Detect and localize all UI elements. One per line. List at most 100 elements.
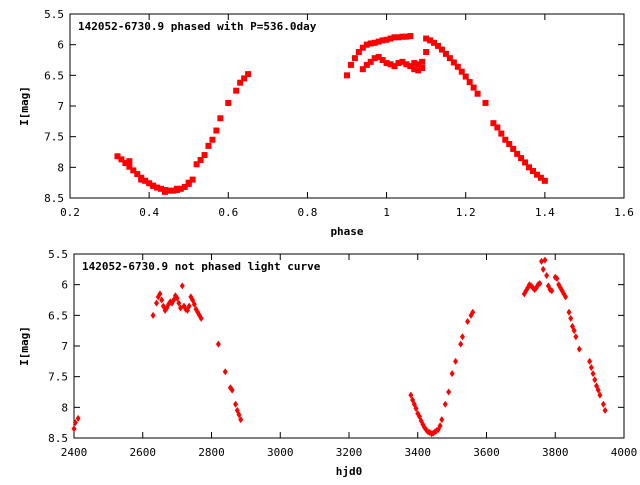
- phased-data-point: [122, 160, 129, 167]
- light-curve-data-point: [215, 340, 221, 348]
- phased-data-point: [387, 35, 394, 42]
- light-curve-data-point: [229, 386, 235, 394]
- phased-data-point: [173, 185, 180, 192]
- phased-data-point: [355, 49, 362, 56]
- phased-data-point: [347, 61, 354, 68]
- phased-ticks: 0.2 0.4 0.6 0.8 1 1.2 1.4 1.6 5.5 6 6.5 7 7.5 8 8.5: [44, 8, 634, 219]
- phased-data-point: [375, 53, 382, 60]
- phased-data-point: [494, 124, 501, 131]
- phased-x-tick-label: 1.4: [535, 206, 555, 219]
- phased-x-tick-label: 1.6: [614, 206, 634, 219]
- phased-data-point: [450, 59, 457, 66]
- phased-data-point: [126, 158, 133, 165]
- phased-data-point: [391, 34, 398, 41]
- light-curve-data-point: [233, 400, 239, 408]
- light-curve-x-tick-label: 4000: [611, 446, 638, 459]
- phased-data-point: [217, 115, 224, 122]
- light-curve-data-point: [236, 411, 242, 419]
- phased-data-point: [419, 64, 426, 71]
- light-curve-data-point: [549, 287, 555, 295]
- light-curve-data-point: [159, 296, 165, 304]
- light-curve-data-point: [72, 419, 78, 427]
- light-curve-data-point: [537, 279, 543, 287]
- light-curve-data-point: [449, 370, 455, 378]
- light-curve-ticks: 2400 2600 2800 3000 3200 3400 3600 3800 4000 5.5 6…: [48, 248, 637, 459]
- phased-data-point: [146, 180, 153, 187]
- light-curve-data-point: [566, 308, 572, 316]
- phased-data-point: [498, 130, 505, 137]
- light-curve-data-point: [198, 314, 204, 322]
- light-curve-data-point: [588, 363, 594, 371]
- phased-x-tick-label: 1.2: [456, 206, 476, 219]
- light-curve-data-point: [238, 416, 244, 424]
- light-curve-data-point: [186, 302, 192, 310]
- light-curve-data-point: [602, 406, 608, 414]
- phased-plot-frame: [69, 13, 625, 199]
- phased-data-point: [470, 84, 477, 91]
- light-curve-data-point: [573, 333, 579, 341]
- phased-data-point: [403, 61, 410, 68]
- phased-x-tick-label: 1: [383, 206, 390, 219]
- phased-data-point: [438, 46, 445, 53]
- phased-y-tick-label: 6.5: [44, 69, 64, 82]
- light-curve-y-tick-label: 6.5: [48, 309, 68, 322]
- light-curve-x-tick-label: 3600: [473, 446, 500, 459]
- light-curve-data-point: [595, 386, 601, 394]
- phased-data-point: [375, 38, 382, 45]
- phased-data-point: [466, 79, 473, 86]
- light-curve-data-point: [592, 376, 598, 384]
- phased-data-point: [367, 58, 374, 65]
- light-curve-data-point: [465, 317, 471, 325]
- light-curve-panel: 142052-6730.9 not phased light curve I[m…: [18, 248, 637, 478]
- light-curve-data-point: [470, 308, 476, 316]
- light-curve-data-point: [590, 370, 596, 378]
- phased-data-point: [502, 136, 509, 143]
- phased-data-point: [185, 179, 192, 186]
- phased-data-point: [367, 40, 374, 47]
- light-curve-data-point: [540, 265, 546, 273]
- phased-data-point: [407, 63, 414, 70]
- phased-y-tick-label: 7.5: [44, 131, 64, 144]
- light-curve-y-axis-label: I[mag]: [18, 326, 31, 366]
- light-curve-data-point: [71, 425, 77, 433]
- phased-data-point: [363, 41, 370, 48]
- phased-data-point: [462, 73, 469, 80]
- phased-y-tick-label: 7: [57, 100, 64, 113]
- phased-data-point: [533, 171, 540, 178]
- light-curve-y-tick-label: 8: [61, 401, 68, 414]
- phased-data-point: [363, 61, 370, 68]
- light-curve-y-tick-label: 5.5: [48, 248, 68, 261]
- light-curve-data-point: [157, 290, 163, 298]
- light-curve-x-tick-label: 3200: [336, 446, 363, 459]
- phased-data-point: [237, 79, 244, 86]
- light-curve-x-tick-label: 2400: [61, 446, 88, 459]
- phased-data-point: [379, 37, 386, 44]
- phased-x-tick-label: 0.8: [297, 206, 317, 219]
- phased-data-point: [395, 60, 402, 67]
- light-curve-data-point: [442, 400, 448, 408]
- phased-data-point: [161, 188, 168, 195]
- light-curve-data-point: [563, 293, 569, 301]
- phased-data-point: [399, 33, 406, 40]
- phased-data-point: [415, 67, 422, 74]
- light-curve-data-point: [544, 271, 550, 279]
- light-curve-data-point: [179, 282, 185, 290]
- phased-data-point: [529, 168, 536, 175]
- phased-data-point: [359, 66, 366, 73]
- phased-data-point: [510, 145, 517, 152]
- phased-data-point: [138, 176, 145, 183]
- light-curve-data-point: [150, 311, 156, 319]
- light-curve-y-tick-label: 6: [61, 279, 68, 292]
- phased-data-point: [442, 50, 449, 57]
- phased-data-point: [154, 184, 161, 191]
- phased-y-tick-label: 8: [57, 161, 64, 174]
- light-curve-data-point: [176, 299, 182, 307]
- light-curve-data-point: [191, 300, 197, 308]
- phased-data-point: [506, 141, 513, 148]
- phased-data-point: [225, 99, 232, 106]
- phased-y-tick-label: 8.5: [44, 192, 64, 205]
- light-curve-chart-title: 142052-6730.9 not phased light curve: [82, 260, 321, 273]
- phased-data-point: [351, 55, 358, 62]
- phased-data-point: [458, 68, 465, 75]
- light-curve-data-point: [413, 405, 419, 413]
